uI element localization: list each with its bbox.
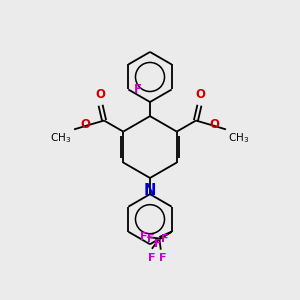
Text: N: N (144, 183, 156, 198)
Text: O: O (80, 118, 90, 131)
Text: O: O (210, 118, 220, 131)
Text: F: F (154, 239, 162, 249)
Text: F: F (147, 234, 155, 244)
Text: O: O (195, 88, 205, 101)
Text: CH$_3$: CH$_3$ (228, 131, 250, 145)
Text: CH$_3$: CH$_3$ (50, 131, 72, 145)
Text: O: O (95, 88, 105, 101)
Text: F: F (148, 253, 156, 262)
Text: F: F (140, 232, 148, 242)
Text: F: F (161, 234, 168, 244)
Text: F: F (158, 253, 166, 262)
Text: F: F (134, 83, 142, 96)
